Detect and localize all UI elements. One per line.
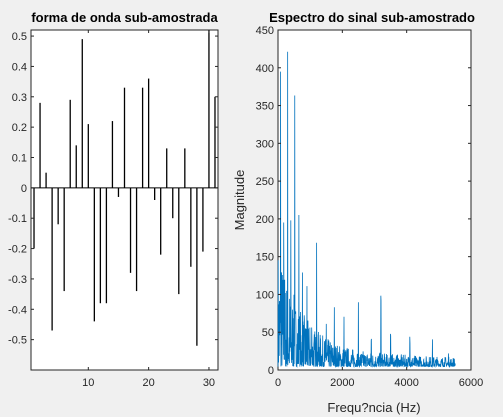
y-tick-label: 300 xyxy=(256,138,274,150)
chart-title-1: forma de onda sub-amostrada xyxy=(31,10,218,25)
y-tick-label: 0.5 xyxy=(12,31,27,43)
spectrum-plot: Espectro do sinal sub-amostrado 0 50 100 15… xyxy=(232,10,483,415)
x-tick-label: 10 xyxy=(82,377,94,389)
ticks-1: -0.5 -0.4 -0.3 -0.2 -0.1 0 0.1 0.2 0.3 0.4 0.5 10 20… xyxy=(8,30,218,389)
y-tick-label: -0.5 xyxy=(8,335,27,347)
y-axis-label-2: Magnitude xyxy=(232,170,247,231)
x-tick-label: 20 xyxy=(143,377,155,389)
subsampled-waveform-plot: forma de onda sub-amostrada -0.5 -0.4 -0.3… xyxy=(8,10,219,389)
y-tick-label: 0 xyxy=(21,183,27,195)
y-tick-label: 0.3 xyxy=(12,92,27,104)
y-tick-label: 0.1 xyxy=(12,153,27,165)
y-tick-label: 0.4 xyxy=(12,61,27,73)
y-tick-label: 250 xyxy=(256,176,274,188)
spectrum-line xyxy=(277,51,456,369)
y-tick-label: -0.4 xyxy=(8,304,27,316)
y-tick-label: 350 xyxy=(256,101,274,113)
x-tick-label: 0 xyxy=(275,377,281,389)
x-tick-label: 2000 xyxy=(330,377,354,389)
y-tick-label: 200 xyxy=(256,214,274,226)
y-tick-label: -0.3 xyxy=(8,274,27,286)
ticks-2: 0 50 100 150 200 250 300 350 400 450 0 2000 4000 6000 xyxy=(256,25,484,389)
y-tick-label: 50 xyxy=(262,327,274,339)
stem-marks-1 xyxy=(31,30,218,346)
y-tick-label: -0.2 xyxy=(8,244,27,256)
y-tick-label: 0 xyxy=(268,365,274,377)
x-tick-label: 6000 xyxy=(459,377,483,389)
y-tick-label: -0.1 xyxy=(8,213,27,225)
y-tick-label: 100 xyxy=(256,289,274,301)
spectrum-series xyxy=(277,51,456,369)
chart-title-2: Espectro do sinal sub-amostrado xyxy=(269,10,475,25)
y-tick-label: 450 xyxy=(256,25,274,37)
y-tick-label: 400 xyxy=(256,63,274,75)
x-tick-label: 4000 xyxy=(394,377,418,389)
x-tick-label: 30 xyxy=(203,377,215,389)
plot-area-2 xyxy=(277,29,472,371)
y-tick-label: 0.2 xyxy=(12,122,27,134)
plot-area-1 xyxy=(30,29,219,371)
y-tick-label: 150 xyxy=(256,252,274,264)
x-axis-label-2: Frequ?ncia (Hz) xyxy=(327,400,420,415)
